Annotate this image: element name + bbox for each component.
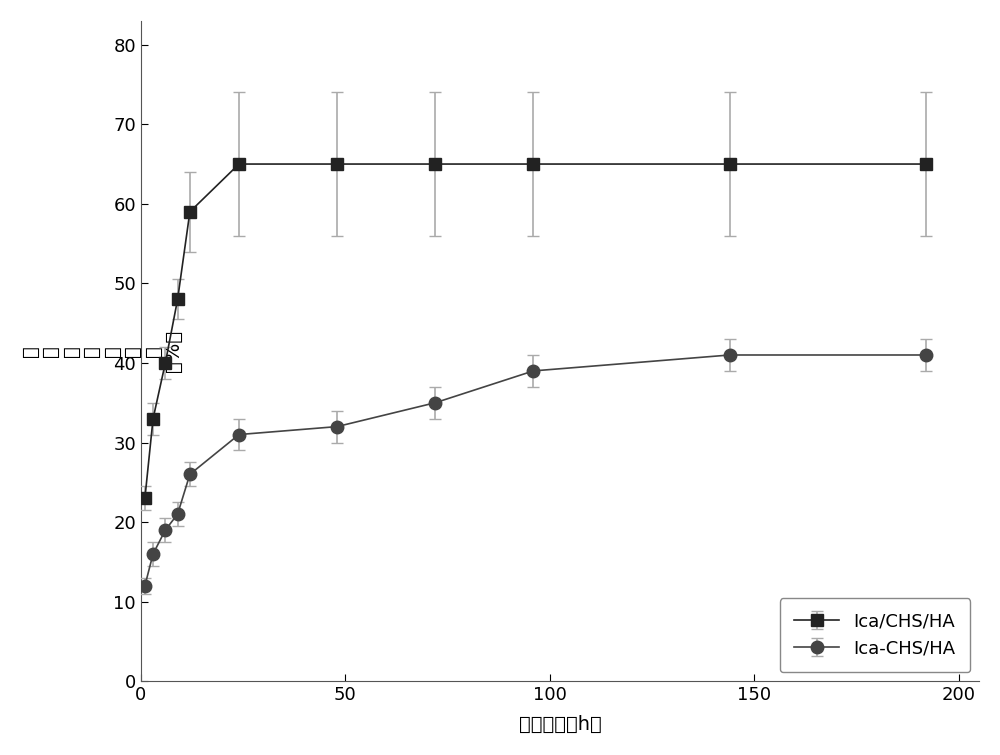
Y-axis label: 累
计
释
放
百
分
数
（%）: 累 计 释 放 百 分 数 （%） <box>21 330 183 372</box>
Legend: Ica/CHS/HA, Ica-CHS/HA: Ica/CHS/HA, Ica-CHS/HA <box>780 598 970 672</box>
X-axis label: 释放时间（h）: 释放时间（h） <box>519 715 601 734</box>
